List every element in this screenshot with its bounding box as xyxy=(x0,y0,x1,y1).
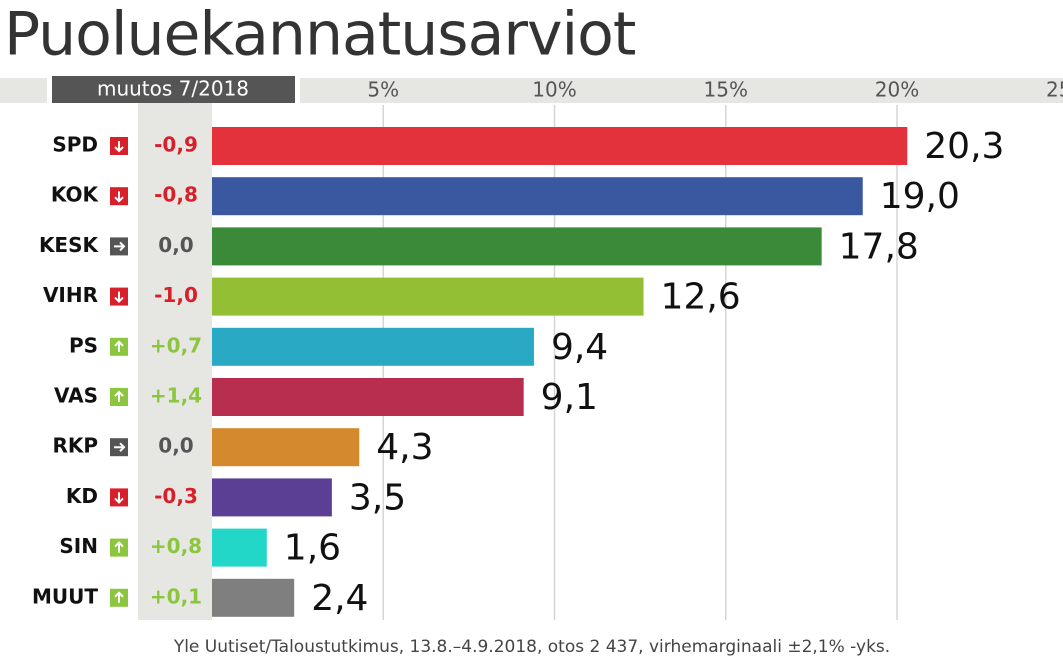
change-label: -0,8 xyxy=(154,183,198,207)
bar xyxy=(212,578,295,617)
x-tick-label: 5% xyxy=(367,78,399,102)
change-icon-arrow xyxy=(114,340,124,352)
change-label: -0,9 xyxy=(154,133,198,157)
category-label: VAS xyxy=(54,384,98,408)
bar xyxy=(212,528,267,567)
value-label: 3,5 xyxy=(349,477,406,518)
header-band xyxy=(300,78,1063,103)
change-header xyxy=(52,76,295,103)
change-icon-arrow xyxy=(114,541,124,553)
x-tick-label: 15% xyxy=(704,78,748,102)
change-icon-arrow xyxy=(114,591,124,603)
change-icon-arrow xyxy=(114,442,126,452)
change-label: -0,3 xyxy=(154,484,198,508)
value-label: 12,6 xyxy=(661,277,741,318)
value-label: 17,8 xyxy=(839,226,919,267)
value-label: 1,6 xyxy=(284,528,341,569)
value-label: 4,3 xyxy=(376,427,433,468)
change-label: +0,7 xyxy=(150,333,202,357)
x-tick-label: 20% xyxy=(875,78,919,102)
change-label: +0,1 xyxy=(150,584,202,608)
change-header-label: muutos 7/2018 xyxy=(97,77,249,101)
x-tick-label: 25% xyxy=(1046,78,1063,102)
chart-title: Puoluekannatusarviot xyxy=(4,0,636,70)
change-label: 0,0 xyxy=(158,434,193,458)
value-label: 20,3 xyxy=(924,126,1004,167)
value-label: 9,1 xyxy=(541,377,598,418)
category-label: VIHR xyxy=(43,283,98,307)
change-icon xyxy=(110,287,128,306)
bar xyxy=(212,127,908,165)
change-label: 0,0 xyxy=(158,233,193,257)
category-label: PS xyxy=(69,333,98,357)
change-label: +1,4 xyxy=(150,384,202,408)
change-icon-arrow xyxy=(114,390,124,402)
change-column xyxy=(138,103,212,620)
header-band xyxy=(0,78,47,103)
bar xyxy=(212,277,644,316)
category-label: RKP xyxy=(52,434,98,458)
change-icon xyxy=(110,588,128,607)
change-icon xyxy=(110,137,128,155)
x-tick-label: 10% xyxy=(532,78,576,102)
change-icon-arrow xyxy=(114,141,124,153)
category-label: KD xyxy=(66,484,98,508)
change-icon xyxy=(110,237,128,256)
change-icon xyxy=(110,488,128,507)
value-label: 2,4 xyxy=(311,578,368,619)
value-label: 9,4 xyxy=(551,327,608,368)
change-icon-arrow xyxy=(114,492,124,504)
category-label: MUUT xyxy=(32,584,98,608)
category-label: SPD xyxy=(52,133,98,157)
value-label: 19,0 xyxy=(880,176,960,217)
bar xyxy=(212,177,863,216)
change-icon xyxy=(110,538,128,557)
bar xyxy=(212,478,332,517)
category-label: SIN xyxy=(59,534,98,558)
source: Yle Uutiset/Taloustutkimus, 13.8.–4.9.20… xyxy=(173,637,890,657)
change-icon xyxy=(110,388,128,406)
change-icon xyxy=(110,337,128,356)
bar xyxy=(212,428,360,467)
bar xyxy=(212,378,524,416)
change-icon xyxy=(110,438,128,457)
category-label: KESK xyxy=(39,233,100,257)
change-icon xyxy=(110,187,128,206)
change-icon-arrow xyxy=(114,291,124,304)
change-label: +0,8 xyxy=(150,534,202,558)
category-label: KOK xyxy=(51,183,100,207)
bar xyxy=(212,227,822,266)
change-icon-arrow xyxy=(114,191,124,203)
change-icon-arrow xyxy=(114,241,126,252)
change-label: -1,0 xyxy=(154,283,198,307)
bar xyxy=(212,327,534,366)
